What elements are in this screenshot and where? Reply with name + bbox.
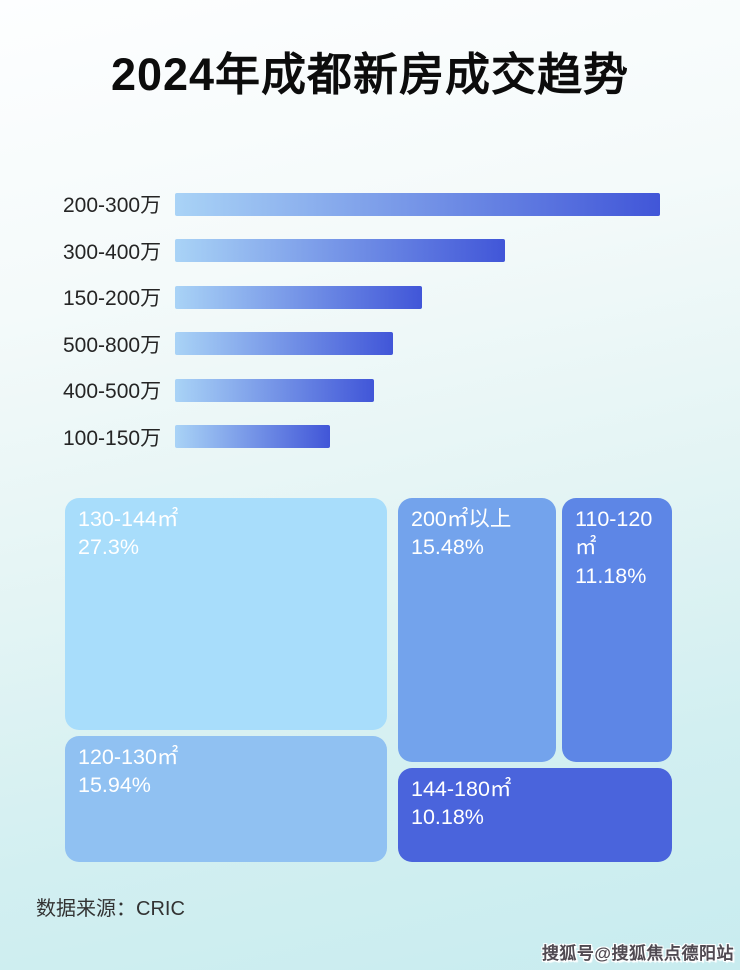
bar-row: 150-200万: [63, 274, 660, 321]
bar-fill: [175, 378, 374, 402]
treemap-block-130-144: 130-144㎡ 27.3%: [65, 498, 387, 730]
treemap-block-range: 130-144㎡: [78, 507, 179, 531]
treemap-block-110-120: 110-120㎡ 11.18%: [562, 498, 672, 762]
bar-label: 200-300万: [63, 194, 162, 218]
bar-label: 400-500万: [63, 380, 162, 404]
bar-fill: [175, 285, 423, 309]
treemap-block-share: 11.18%: [575, 563, 647, 588]
price-range-bar-chart: 200-300万 300-400万 150-200万 500-800万 400-…: [63, 181, 660, 460]
treemap-block-share: 10.18%: [411, 805, 484, 830]
area-share-treemap: 130-144㎡ 27.3% 120-130㎡ 15.94% 200㎡以上 15…: [65, 498, 672, 862]
treemap-block-share: 27.3%: [78, 535, 139, 560]
bar-row: 100-150万: [63, 414, 660, 461]
bar-track: [175, 239, 660, 263]
bar-fill: [175, 192, 660, 216]
treemap-block-share: 15.48%: [411, 535, 484, 560]
bar-track: [175, 285, 660, 309]
data-source-label: 数据来源：CRIC: [36, 898, 185, 920]
bar-fill: [175, 239, 505, 263]
page-title: 2024年成都新房成交趋势: [110, 49, 630, 100]
bar-row: 500-800万: [63, 321, 660, 368]
bar-fill: [175, 425, 331, 449]
treemap-block-range: 144-180㎡: [411, 777, 512, 801]
bar-track: [175, 332, 660, 356]
treemap-block-200-plus: 200㎡以上 15.48%: [398, 498, 556, 762]
treemap-block-share: 15.94%: [78, 773, 151, 798]
treemap-block-range: 200㎡以上: [411, 507, 512, 531]
bar-fill: [175, 332, 394, 356]
bar-track: [175, 192, 660, 216]
bar-label: 150-200万: [63, 287, 162, 311]
treemap-block-144-180: 144-180㎡ 10.18%: [398, 768, 672, 862]
treemap-block-range: 120-130㎡: [78, 745, 179, 769]
bar-label: 300-400万: [63, 240, 162, 264]
treemap-block-120-130: 120-130㎡ 15.94%: [65, 736, 387, 862]
bar-label: 500-800万: [63, 333, 162, 357]
watermark: 搜狐号@搜狐焦点德阳站: [541, 944, 734, 963]
bar-row: 200-300万: [63, 181, 660, 228]
bar-label: 100-150万: [63, 426, 162, 450]
bar-track: [175, 425, 660, 449]
bar-row: 300-400万: [63, 228, 660, 275]
bar-row: 400-500万: [63, 367, 660, 414]
treemap-block-range: 110-120㎡: [575, 507, 653, 560]
bar-track: [175, 378, 660, 402]
